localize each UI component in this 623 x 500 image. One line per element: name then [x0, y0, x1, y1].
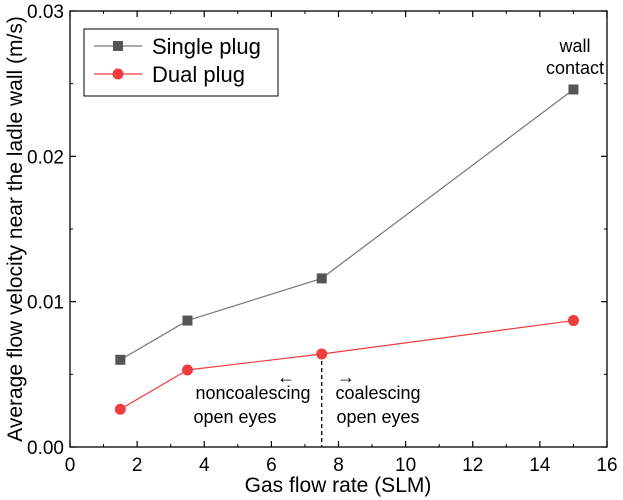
y-tick-label: 0.03 — [27, 2, 64, 23]
x-tick-label: 6 — [266, 455, 277, 476]
axis-tick-labels: 0 2 4 6 8 10 12 14 16 0.00 0.01 0.02 0.03 — [27, 2, 618, 476]
data-point-dual-plug — [316, 348, 328, 360]
x-tick-label: 4 — [199, 455, 210, 476]
data-point-dual-plug — [181, 364, 193, 376]
y-axis-title: Average flow velocity near the ladle wal… — [4, 16, 27, 442]
x-tick-label: 10 — [395, 455, 416, 476]
x-tick-label: 16 — [596, 455, 617, 476]
series-line-dual-plug — [120, 319, 574, 410]
x-tick-label: 12 — [462, 455, 483, 476]
legend-label-single: Single plug — [152, 34, 261, 59]
x-tick-label: 8 — [333, 455, 344, 476]
axis-ticks — [69, 10, 608, 448]
annotation-wall: wall — [558, 36, 590, 56]
data-point-dual-plug — [114, 403, 126, 415]
annotation-noncoalescing-open-eyes: open eyes — [193, 407, 276, 427]
data-point-single-plug — [115, 354, 126, 365]
x-tick-label: 0 — [65, 455, 76, 476]
data-point-dual-plug — [567, 315, 579, 327]
series-line-single-plug — [120, 89, 574, 361]
data-point-single-plug — [568, 84, 579, 95]
legend: Single plug Dual plug — [83, 28, 279, 97]
y-tick-label: 0.00 — [27, 438, 64, 459]
annotation-coalescing-open-eyes: open eyes — [336, 407, 419, 427]
x-axis-title: Gas flow rate (SLM) — [245, 474, 432, 497]
x-tick-label: 14 — [529, 455, 551, 476]
legend-box — [83, 28, 279, 97]
annotation-left-arrow: ← — [277, 367, 295, 387]
legend-marker-single — [113, 41, 123, 51]
x-tick-label: 2 — [132, 455, 143, 476]
annotation-right-arrow: → — [337, 367, 355, 387]
legend-marker-dual — [112, 68, 124, 80]
data-point-single-plug — [316, 273, 327, 284]
annotation-noncoalescing: noncoalescing — [195, 383, 310, 403]
y-tick-label: 0.01 — [27, 293, 64, 314]
series-layer — [114, 84, 579, 415]
y-tick-label: 0.02 — [27, 147, 64, 168]
data-point-single-plug — [182, 315, 193, 326]
legend-label-dual: Dual plug — [152, 62, 245, 87]
annotation-contact: contact — [546, 58, 604, 78]
annotation-coalescing: coalescing — [335, 383, 420, 403]
